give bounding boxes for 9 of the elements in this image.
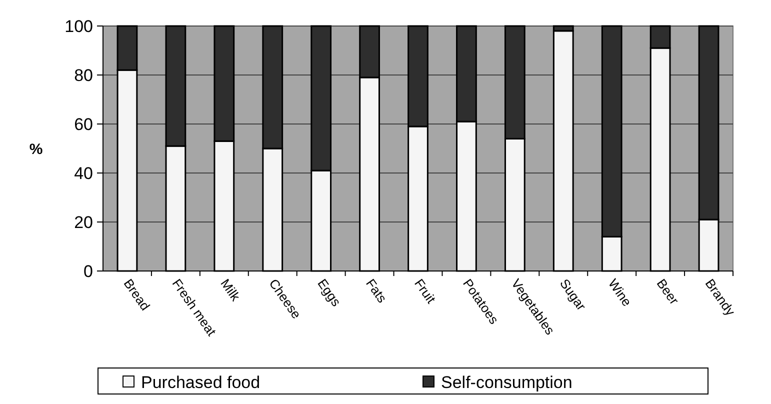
y-tick-label: 20 <box>74 212 93 232</box>
y-tick-label: 60 <box>74 114 93 134</box>
y-tick-label: 100 <box>64 16 93 36</box>
y-tick-label: 0 <box>84 262 93 281</box>
y-axis-title: % <box>29 140 43 158</box>
legend-label: Purchased food <box>141 372 260 392</box>
y-tick-label: 80 <box>74 66 93 85</box>
legend-label: Self-consumption <box>441 372 572 392</box>
y-tick-label: 40 <box>74 164 93 183</box>
